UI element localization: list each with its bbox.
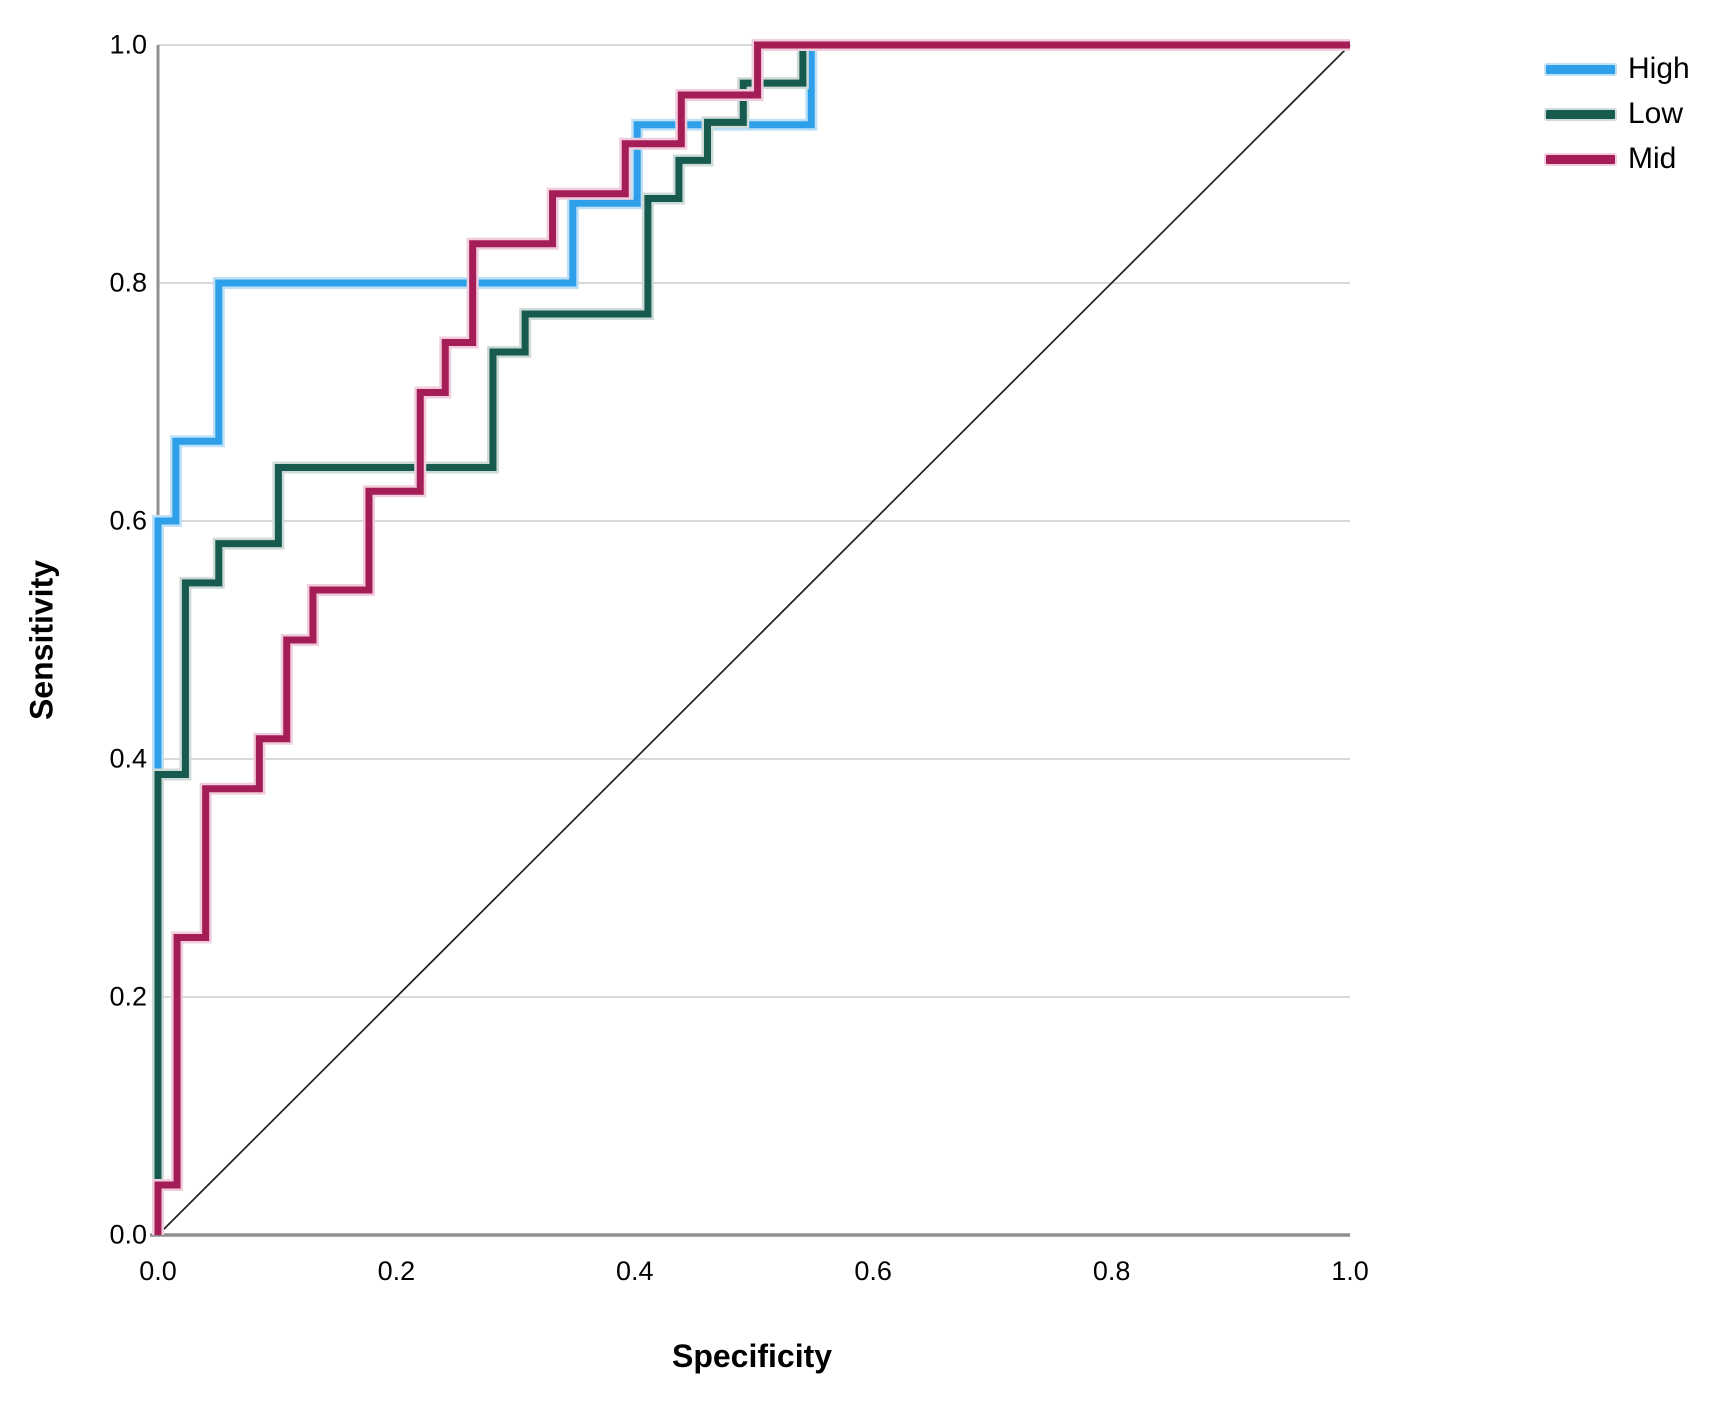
reference-diagonal-line (157, 44, 1351, 1236)
legend-label: Mid (1628, 142, 1677, 175)
x-tick-label: 0.2 (377, 1256, 416, 1286)
y-tick-label: 0.0 (109, 1219, 147, 1250)
legend: High Low Mid (1546, 52, 1690, 176)
y-tick-label: 0.6 (109, 505, 147, 536)
legend-line-swatch (1546, 64, 1615, 74)
legend-label: High (1628, 52, 1690, 85)
x-tick-label: 0.8 (1092, 1256, 1131, 1286)
x-tick-label: 0.0 (139, 1256, 177, 1286)
roc-curve-high (154, 41, 1350, 1235)
legend-item-mid: Mid (1546, 142, 1690, 176)
roc-curve-mid (154, 41, 1350, 1235)
x-axis-title: Specificity (671, 1338, 833, 1374)
legend-item-high: High (1546, 52, 1690, 86)
y-tick-label: 1.0 (109, 29, 147, 60)
y-tick-label: 0.4 (109, 743, 147, 774)
x-tick-label: 0.6 (854, 1256, 892, 1286)
legend-item-low: Low (1546, 97, 1690, 131)
legend-line-swatch (1546, 109, 1615, 119)
y-tick-label: 0.2 (109, 981, 147, 1012)
y-tick-label: 0.8 (109, 267, 147, 298)
x-tick-label: 1.0 (1331, 1256, 1369, 1286)
x-tick-label: 0.4 (616, 1256, 654, 1286)
legend-label: Low (1628, 97, 1684, 130)
roc-curve-low (154, 41, 1350, 1235)
legend-line-swatch (1546, 154, 1615, 164)
y-axis-title: Sensitivity (23, 559, 60, 721)
